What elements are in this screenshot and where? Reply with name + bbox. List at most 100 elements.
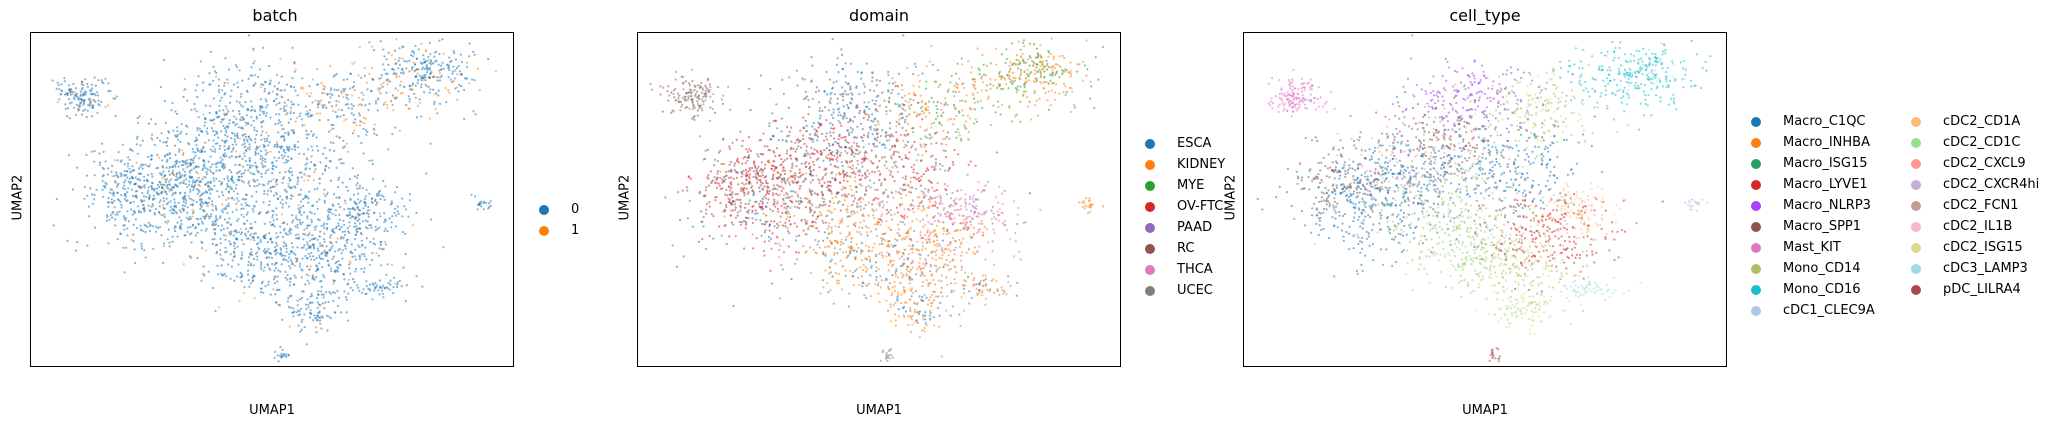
scatter-point (772, 175, 775, 178)
scatter-point (429, 72, 432, 76)
scatter-point (195, 110, 198, 113)
scatter-point (836, 148, 839, 152)
scatter-point (202, 167, 205, 170)
scatter-point (786, 149, 789, 152)
scatter-point (928, 133, 931, 136)
scatter-point (159, 183, 162, 186)
scatter-point (884, 178, 887, 181)
scatter-point (75, 92, 79, 95)
scatter-point (318, 219, 321, 222)
scatter-point (935, 235, 939, 238)
scatter-point (204, 104, 207, 107)
scatter-point (746, 159, 749, 162)
scatter-point (355, 176, 359, 179)
scatter-point (313, 314, 316, 317)
scatter-point (706, 88, 709, 91)
scatter-point (236, 81, 239, 84)
scatter-point (855, 86, 858, 89)
scatter-point (1101, 45, 1104, 48)
scatter-point (866, 118, 869, 121)
scatter-point (221, 118, 225, 121)
scatter-point (147, 186, 150, 189)
scatter-point (952, 103, 956, 106)
scatter-point (1000, 87, 1003, 91)
scatter-point (172, 185, 175, 188)
scatter-point (299, 193, 302, 196)
scatter-point (127, 220, 130, 223)
scatter-point (1068, 86, 1071, 89)
scatter-point (459, 53, 462, 56)
scatter-point (298, 152, 301, 155)
scatter-point (191, 208, 194, 211)
scatter-point (940, 124, 943, 127)
scatter-point (280, 145, 283, 148)
scatter-point (276, 218, 279, 221)
scatter-point (805, 124, 808, 127)
scatter-point (238, 155, 241, 158)
scatter-point (962, 86, 966, 89)
scatter-point (841, 194, 844, 197)
scatter-point (246, 269, 250, 272)
scatter-point (268, 232, 271, 235)
scatter-point (316, 207, 319, 210)
scatter-point (374, 100, 377, 103)
scatter-point (232, 109, 235, 112)
scatter-point (229, 95, 232, 98)
scatter-point (257, 152, 260, 155)
scatter-point (331, 257, 334, 260)
scatter-point (953, 117, 956, 121)
scatter-point (259, 154, 262, 157)
scatter-point (329, 234, 333, 237)
scatter-point (179, 140, 182, 143)
scatter-point (810, 56, 813, 59)
scatter-point (1028, 55, 1031, 58)
scatter-point (285, 83, 289, 86)
scatter-point (857, 170, 860, 173)
scatter-point (158, 226, 161, 229)
scatter-point (273, 356, 276, 359)
scatter-point (828, 78, 831, 81)
scatter-point (773, 198, 776, 201)
scatter-point (390, 202, 394, 205)
scatter-point (1065, 90, 1068, 94)
scatter-point (890, 91, 893, 95)
scatter-point (380, 76, 383, 80)
scatter-point (696, 109, 700, 112)
scatter-point (208, 197, 211, 200)
scatter-point (188, 255, 191, 258)
scatter-point (143, 184, 146, 187)
scatter-point (1063, 70, 1066, 73)
scatter-point (347, 98, 350, 101)
scatter-point (817, 157, 820, 160)
scatter-point (173, 144, 177, 147)
scatter-point (708, 83, 711, 86)
scatter-point (357, 74, 360, 77)
scatter-point (148, 198, 151, 201)
scatter-point (83, 185, 86, 188)
scatter-point (208, 186, 211, 189)
scatter-point (116, 211, 119, 214)
scatter-point (830, 113, 833, 116)
scatter-point (136, 135, 139, 138)
scatter-point (55, 87, 58, 90)
scatter-point (883, 99, 886, 102)
scatter-point (306, 279, 309, 282)
scatter-point (232, 181, 235, 184)
scatter-point (273, 85, 276, 88)
scatter-point (262, 112, 265, 115)
scatter-point (1011, 79, 1014, 82)
scatter-point (354, 118, 357, 121)
scatter-point (394, 225, 397, 228)
scatter-point (206, 185, 209, 188)
scatter-point (382, 63, 385, 66)
scatter-point (674, 88, 677, 91)
scatter-point (143, 186, 146, 189)
scatter-point (835, 151, 838, 154)
scatter-point (364, 129, 368, 132)
scatter-point (832, 116, 835, 120)
scatter-point (422, 54, 425, 57)
scatter-point (125, 170, 128, 173)
scatter-point (206, 168, 209, 171)
scatter-point (410, 50, 414, 53)
scatter-point (222, 207, 226, 210)
